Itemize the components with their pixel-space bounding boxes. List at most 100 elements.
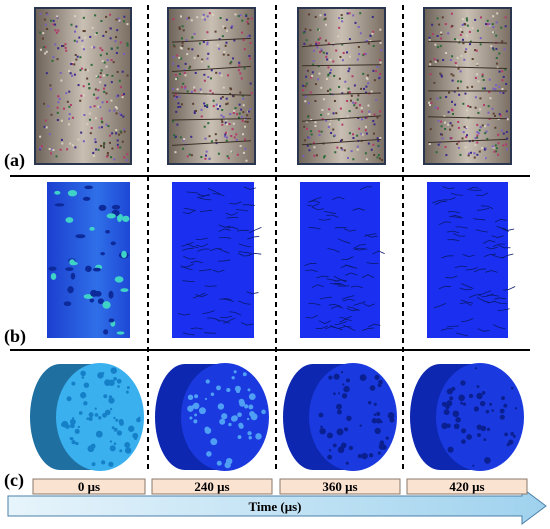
aggregate [367, 401, 372, 405]
crack [226, 226, 239, 230]
speckle [222, 86, 225, 89]
speckle [447, 123, 450, 126]
speckle [240, 77, 243, 80]
speckle [54, 43, 57, 46]
speckle [356, 134, 359, 137]
speckle [379, 73, 382, 76]
speckle [476, 73, 479, 76]
speckle [206, 105, 209, 108]
panel-label: (b) [4, 326, 26, 347]
aggregate [125, 390, 129, 394]
speckle [56, 106, 59, 109]
speckle [45, 12, 48, 15]
speckle [483, 104, 486, 107]
speckle [243, 48, 246, 51]
speckle [337, 35, 340, 38]
speckle [45, 50, 48, 53]
speckle [358, 127, 361, 130]
speckle [103, 61, 106, 64]
aggregate [95, 430, 103, 438]
speckle [181, 103, 184, 106]
aggregate [345, 461, 349, 465]
crack [447, 239, 460, 242]
speckle [59, 71, 62, 74]
aggregate [75, 441, 79, 446]
speckle [325, 23, 328, 26]
speckle [336, 146, 339, 149]
speckle [212, 99, 215, 102]
speckle [462, 131, 465, 134]
crack [177, 313, 191, 316]
speckle [429, 60, 432, 63]
aggregate [377, 451, 381, 455]
speckle [433, 81, 436, 84]
speckle [236, 113, 239, 116]
speckle [375, 70, 378, 73]
aggregate [110, 241, 116, 246]
aggregate [510, 386, 514, 390]
speckle [376, 156, 379, 159]
speckle [443, 115, 446, 118]
aggregate [230, 415, 238, 422]
speckle [187, 47, 190, 50]
crack [190, 260, 203, 264]
speckle [126, 23, 129, 26]
speckle [338, 26, 341, 29]
speckle [90, 46, 93, 49]
crack [476, 192, 489, 197]
aggregate [109, 408, 113, 411]
speckle [453, 90, 456, 93]
crack [195, 237, 208, 241]
speckle [68, 90, 71, 93]
speckle [459, 153, 462, 156]
aggregate [67, 189, 78, 197]
crack [339, 315, 352, 319]
speckle [115, 18, 118, 21]
speckle [110, 47, 113, 50]
speckle [505, 130, 508, 133]
speckle [476, 141, 479, 144]
speckle [110, 81, 113, 84]
speckle [429, 128, 432, 131]
speckle [95, 148, 98, 151]
speckle [495, 56, 498, 59]
crack [497, 308, 510, 312]
aggregate [491, 409, 495, 412]
speckle [338, 56, 341, 59]
speckle [317, 78, 320, 81]
crack [333, 283, 347, 287]
aggregate [138, 416, 141, 419]
speckle [333, 99, 336, 102]
speckle [69, 142, 72, 145]
aggregate [481, 391, 486, 395]
speckle [451, 55, 454, 58]
speckle [493, 114, 496, 117]
speckle [246, 121, 249, 124]
crack [301, 92, 382, 96]
speckle [44, 23, 47, 26]
speckle [441, 137, 444, 140]
speckle [357, 94, 360, 97]
aggregate [458, 395, 464, 401]
aggregate [113, 416, 116, 420]
speckle [428, 39, 431, 42]
speckle [216, 107, 219, 110]
crack [305, 269, 318, 273]
speckle [324, 13, 327, 16]
speckle [65, 92, 68, 95]
speckle [190, 135, 193, 138]
speckle [373, 79, 376, 82]
speckle [200, 91, 203, 94]
speckle [501, 88, 504, 91]
speckle [199, 88, 202, 91]
speckle [226, 29, 229, 32]
speckle [90, 63, 93, 66]
crack [487, 294, 500, 297]
crack [344, 264, 358, 269]
aggregate [246, 417, 250, 421]
speckle [497, 133, 500, 136]
speckle [182, 29, 185, 32]
aggregate [475, 367, 478, 370]
crack [342, 295, 355, 300]
speckle [461, 23, 464, 26]
